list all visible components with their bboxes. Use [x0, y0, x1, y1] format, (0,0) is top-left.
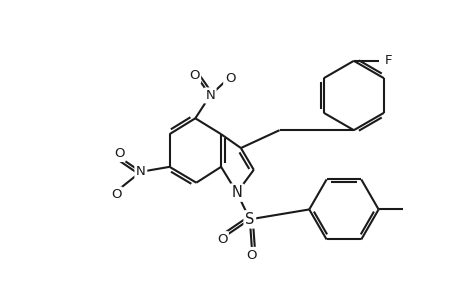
Text: O: O [216, 233, 227, 246]
Text: O: O [113, 148, 124, 160]
Text: O: O [189, 69, 199, 82]
Text: S: S [245, 212, 254, 227]
Text: N: N [136, 165, 146, 178]
Text: O: O [111, 188, 121, 201]
Text: N: N [205, 89, 215, 102]
Text: O: O [246, 248, 257, 262]
Text: F: F [384, 54, 392, 67]
Text: N: N [231, 185, 242, 200]
Text: O: O [224, 72, 235, 85]
